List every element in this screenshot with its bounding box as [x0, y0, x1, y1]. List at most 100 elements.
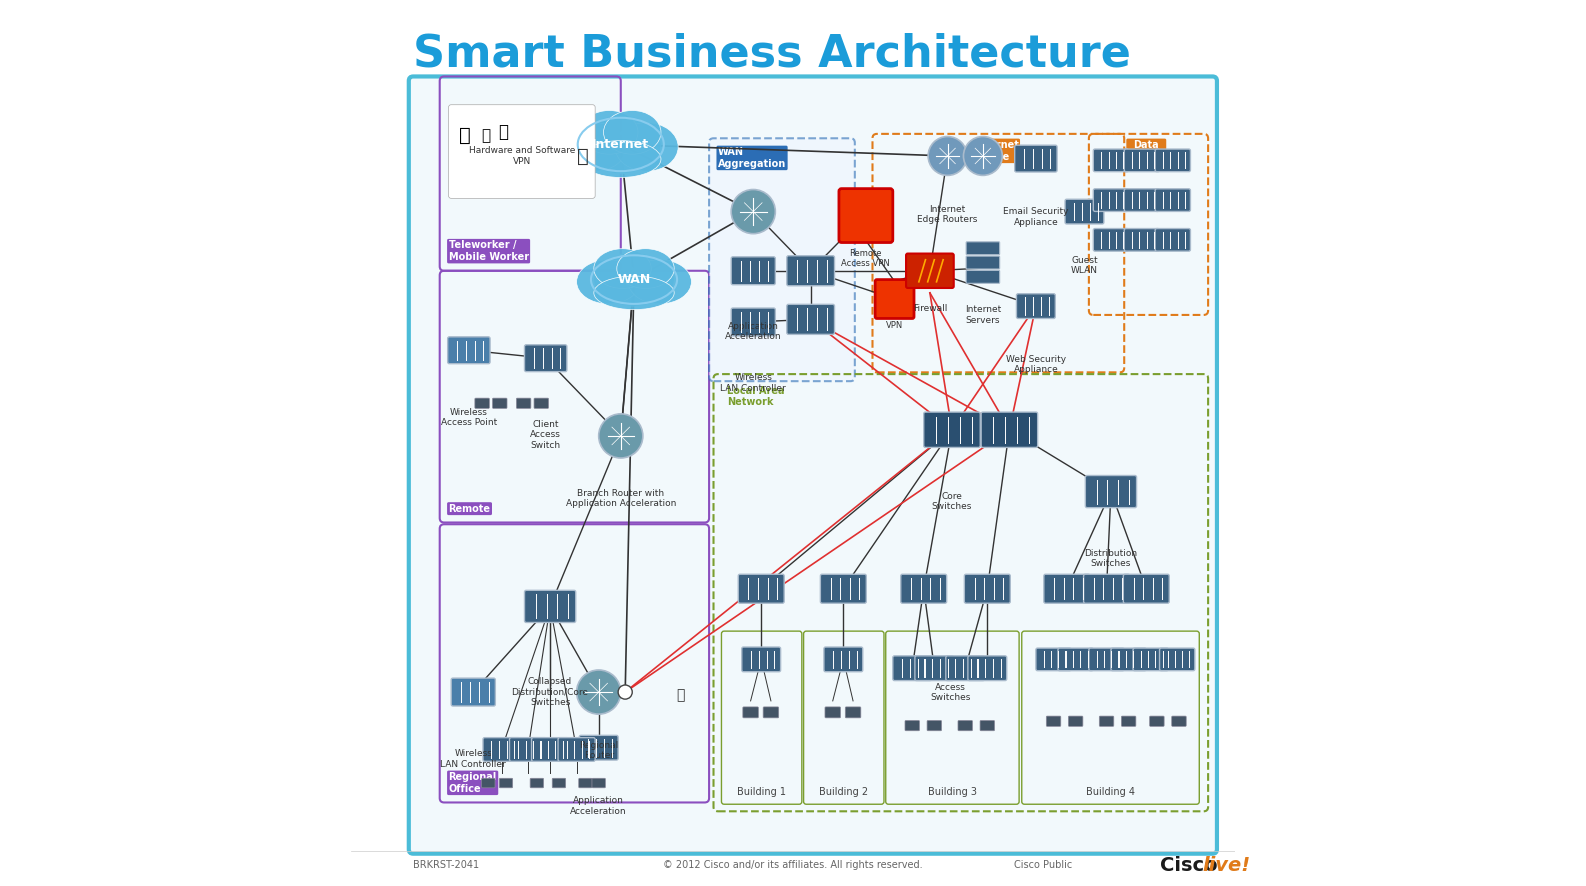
Text: Remote: Remote [449, 503, 490, 514]
Text: Wireless
LAN Controller: Wireless LAN Controller [720, 373, 787, 392]
FancyBboxPatch shape [558, 738, 595, 761]
FancyBboxPatch shape [552, 778, 566, 788]
FancyBboxPatch shape [825, 707, 841, 718]
Text: Cisco: Cisco [1159, 856, 1216, 874]
Ellipse shape [580, 115, 661, 174]
FancyBboxPatch shape [531, 738, 569, 761]
Text: Remote
Access VPN: Remote Access VPN [841, 249, 890, 268]
Circle shape [731, 190, 776, 234]
FancyBboxPatch shape [1093, 189, 1129, 212]
Ellipse shape [577, 260, 639, 304]
FancyBboxPatch shape [964, 574, 1010, 603]
FancyBboxPatch shape [592, 778, 606, 788]
FancyBboxPatch shape [731, 308, 776, 336]
Text: Wireless
LAN Controller: Wireless LAN Controller [441, 750, 506, 769]
Text: Web Security
Appliance: Web Security Appliance [1006, 354, 1066, 374]
FancyBboxPatch shape [982, 412, 1037, 447]
FancyBboxPatch shape [1121, 716, 1136, 727]
Text: Client
Access
Switch: Client Access Switch [530, 420, 561, 450]
Text: Firewall: Firewall [912, 304, 947, 313]
FancyBboxPatch shape [1058, 648, 1093, 671]
Text: Data
Center: Data Center [1128, 140, 1164, 161]
FancyBboxPatch shape [1110, 648, 1147, 671]
FancyBboxPatch shape [484, 738, 520, 761]
FancyBboxPatch shape [517, 398, 531, 408]
FancyBboxPatch shape [763, 707, 779, 718]
FancyBboxPatch shape [1047, 716, 1061, 727]
Circle shape [619, 685, 633, 699]
FancyBboxPatch shape [737, 574, 783, 603]
FancyBboxPatch shape [1155, 229, 1191, 251]
Text: Ⓘ: Ⓘ [577, 146, 588, 166]
FancyBboxPatch shape [1015, 145, 1058, 172]
Text: Internet
Servers: Internet Servers [964, 305, 1001, 324]
Text: Guest
WLAN: Guest WLAN [1071, 256, 1098, 276]
FancyBboxPatch shape [1044, 574, 1090, 603]
Text: WAN
Aggregation: WAN Aggregation [718, 147, 787, 168]
FancyBboxPatch shape [534, 398, 549, 408]
FancyBboxPatch shape [875, 280, 914, 318]
Circle shape [928, 136, 967, 175]
Ellipse shape [563, 122, 626, 171]
Text: Hardware and Software
VPN: Hardware and Software VPN [469, 146, 576, 166]
FancyBboxPatch shape [980, 720, 994, 731]
Text: Local Area
Network: Local Area Network [726, 385, 783, 408]
Ellipse shape [628, 260, 691, 304]
FancyBboxPatch shape [967, 656, 1007, 680]
FancyBboxPatch shape [1017, 294, 1055, 318]
FancyBboxPatch shape [450, 678, 495, 706]
FancyBboxPatch shape [493, 398, 508, 408]
Text: Ⓘ: Ⓘ [677, 688, 685, 702]
FancyBboxPatch shape [945, 656, 985, 680]
Circle shape [577, 670, 620, 714]
Text: © 2012 Cisco and/or its affiliates. All rights reserved.: © 2012 Cisco and/or its affiliates. All … [663, 860, 923, 870]
FancyBboxPatch shape [1172, 716, 1186, 727]
FancyBboxPatch shape [1124, 149, 1159, 172]
FancyBboxPatch shape [742, 707, 758, 718]
FancyBboxPatch shape [1083, 574, 1129, 603]
Text: Application
Acceleration: Application Acceleration [725, 322, 782, 341]
FancyBboxPatch shape [966, 270, 999, 284]
Text: Building 3: Building 3 [928, 787, 977, 797]
Ellipse shape [615, 122, 679, 171]
Ellipse shape [604, 111, 661, 154]
Text: Building 1: Building 1 [737, 787, 787, 797]
Text: Teleworker /
Mobile Worker: Teleworker / Mobile Worker [449, 240, 528, 262]
FancyBboxPatch shape [1093, 229, 1129, 251]
Ellipse shape [593, 249, 652, 289]
FancyBboxPatch shape [1093, 149, 1129, 172]
FancyBboxPatch shape [845, 707, 861, 718]
Text: WAN: WAN [617, 273, 650, 286]
Text: Distribution
Switches: Distribution Switches [1085, 549, 1137, 569]
FancyBboxPatch shape [1124, 189, 1159, 212]
Text: Building 2: Building 2 [820, 787, 869, 797]
Circle shape [963, 136, 1002, 175]
FancyBboxPatch shape [409, 76, 1216, 854]
FancyBboxPatch shape [958, 720, 972, 731]
Text: Wireless
Access Point: Wireless Access Point [441, 408, 496, 427]
FancyBboxPatch shape [447, 337, 490, 363]
FancyBboxPatch shape [1155, 189, 1191, 212]
FancyBboxPatch shape [906, 720, 920, 731]
Text: Application
Acceleration: Application Acceleration [571, 797, 626, 816]
FancyBboxPatch shape [525, 590, 576, 623]
FancyBboxPatch shape [966, 256, 999, 269]
FancyBboxPatch shape [1069, 716, 1083, 727]
FancyBboxPatch shape [482, 778, 495, 788]
Text: Email Security
Appliance: Email Security Appliance [1002, 207, 1069, 227]
Text: Branch Router with
Application Acceleration: Branch Router with Application Accelerat… [566, 489, 676, 509]
Text: Regional
Router: Regional Router [579, 741, 619, 760]
Text: 🖥: 🖥 [481, 128, 490, 144]
FancyBboxPatch shape [500, 778, 512, 788]
Text: Internet
Edge: Internet Edge [974, 140, 1018, 161]
Text: Cisco Public: Cisco Public [1013, 860, 1072, 870]
FancyBboxPatch shape [906, 253, 953, 288]
FancyBboxPatch shape [579, 735, 619, 760]
FancyBboxPatch shape [787, 304, 834, 334]
FancyBboxPatch shape [966, 242, 999, 254]
FancyBboxPatch shape [1159, 648, 1194, 671]
FancyBboxPatch shape [915, 656, 953, 680]
Text: VPN: VPN [887, 321, 902, 330]
Text: Internet
Edge Routers: Internet Edge Routers [917, 205, 977, 224]
Text: Regional
Office: Regional Office [449, 772, 496, 794]
